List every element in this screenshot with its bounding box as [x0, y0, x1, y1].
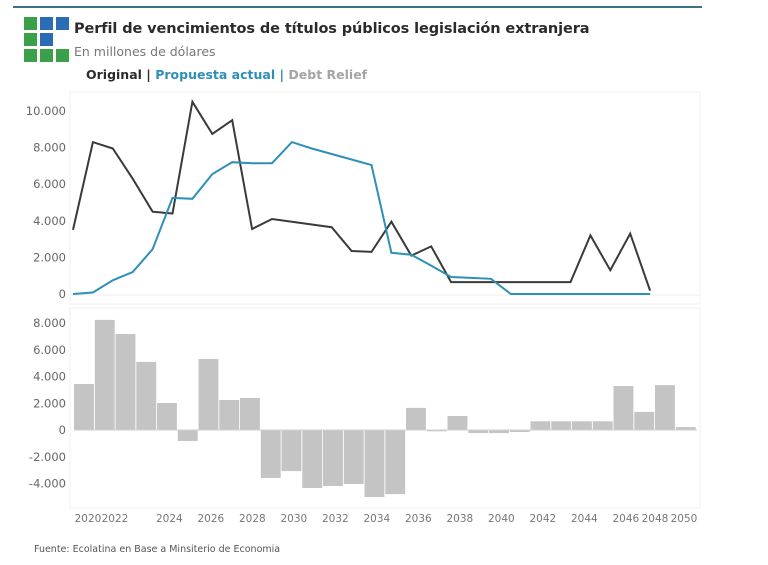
x-tick-label: 2050 — [671, 513, 698, 525]
bar — [675, 427, 696, 430]
y-tick-label: 8.000 — [33, 316, 66, 330]
series-line-original — [72, 99, 652, 292]
bar — [74, 384, 94, 430]
x-tick-label: 2040 — [488, 513, 515, 525]
bar — [592, 421, 613, 430]
bar — [302, 430, 323, 488]
series-line-propuesta-actual — [72, 140, 651, 295]
legend: Original | Propuesta actual | Debt Relie… — [86, 67, 367, 82]
bar — [406, 407, 426, 430]
x-tick-label: 2046 — [613, 513, 640, 525]
bar — [613, 386, 634, 430]
top-rule — [13, 6, 702, 8]
bar — [219, 400, 240, 430]
bar — [468, 430, 489, 434]
x-tick-label: 2026 — [198, 513, 225, 525]
y-tick-label: 6.000 — [33, 343, 66, 357]
chart-title: Perfil de vencimientos de títulos públic… — [74, 21, 590, 37]
y-tick-label: 8.000 — [33, 141, 66, 155]
bar — [385, 430, 406, 495]
logo-cell — [40, 17, 53, 30]
legend-separator: | — [141, 67, 156, 82]
bar — [447, 416, 468, 430]
x-tick-label: 2022 — [102, 513, 129, 525]
bar — [634, 411, 655, 430]
y-tick-label: 4.000 — [33, 214, 66, 228]
y-tick-label: -4.000 — [29, 477, 66, 491]
y-tick-label: 4.000 — [33, 370, 66, 384]
y-tick-label: 0 — [59, 423, 66, 437]
x-tick-label: 2032 — [322, 513, 349, 525]
y-tick-label: 2.000 — [33, 250, 66, 264]
bar — [551, 421, 572, 430]
x-tick-label: 2034 — [364, 513, 391, 525]
x-tick-label: 2048 — [642, 513, 669, 525]
x-tick-label: 2038 — [447, 513, 474, 525]
line-chart: 0 2.000 4.000 6.000 8.000 10.000 — [26, 91, 701, 305]
logo-cell — [56, 17, 69, 30]
logo-cell — [24, 49, 37, 62]
bar — [530, 421, 551, 430]
bar — [323, 430, 343, 486]
logo-cell — [24, 17, 37, 30]
y-tick-label: -2.000 — [29, 450, 66, 464]
bar — [240, 398, 260, 430]
x-tick-label: 2024 — [156, 513, 183, 525]
source-note: Fuente: Ecolatina en Base a Minsiterio d… — [34, 544, 281, 555]
legend-item-original[interactable]: Original — [86, 67, 142, 82]
bar — [177, 430, 198, 441]
bar — [489, 430, 509, 434]
x-tick-label: 2044 — [571, 513, 598, 525]
logo-cell — [24, 33, 37, 46]
bar — [343, 430, 364, 484]
legend-item-debt-relief[interactable]: Debt Relief — [288, 67, 368, 82]
bar — [509, 430, 530, 432]
x-tick-label: 2028 — [239, 513, 266, 525]
bar — [94, 319, 115, 430]
y-tick-label: 2.000 — [33, 396, 66, 410]
bar — [198, 359, 219, 430]
x-tick-label: 2036 — [405, 513, 432, 525]
bar — [281, 430, 302, 472]
line-chart-frame — [69, 91, 701, 305]
bar — [572, 421, 592, 430]
x-tick-label: 2042 — [530, 513, 557, 525]
chart-subtitle: En millones de dólares — [74, 44, 216, 59]
logo-cell — [56, 49, 69, 62]
y-tick-label: 6.000 — [33, 177, 66, 191]
bar — [426, 430, 447, 432]
y-tick-label: 10.000 — [26, 104, 66, 118]
x-tick-label: 2030 — [281, 513, 308, 525]
bar — [260, 430, 281, 478]
legend-separator: | — [275, 67, 289, 82]
logo — [24, 17, 69, 62]
logo-cell — [40, 33, 53, 46]
bar — [157, 403, 177, 430]
y-tick-label: 0 — [59, 287, 66, 301]
x-tick-label: 2020 — [75, 513, 102, 525]
bar — [655, 385, 675, 430]
bar-chart-frame — [69, 307, 701, 509]
bar — [136, 361, 157, 430]
legend-item-propuesta-actual[interactable]: Propuesta actual — [155, 67, 276, 82]
bar — [115, 334, 136, 430]
bar — [364, 430, 385, 497]
logo-cell — [40, 49, 53, 62]
